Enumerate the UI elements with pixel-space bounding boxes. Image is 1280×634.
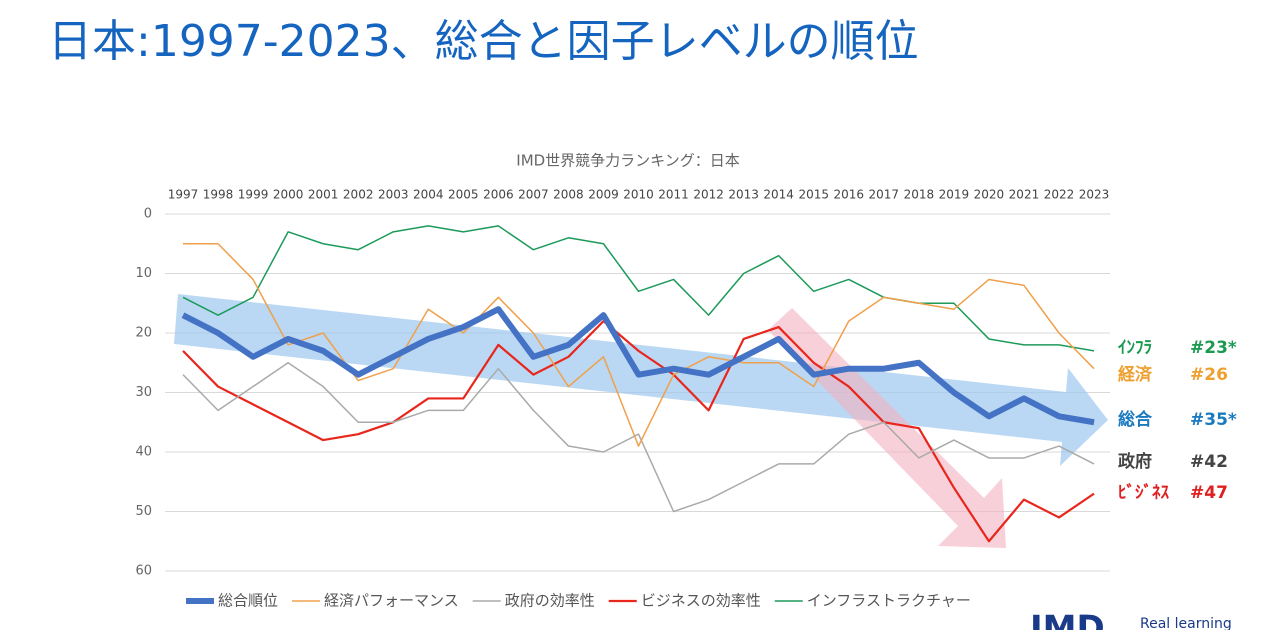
legend-label: ビジネスの効率性 <box>641 592 761 610</box>
x-tick-label: 2011 <box>658 188 689 202</box>
legend-label: 経済パフォーマンス <box>324 592 459 610</box>
series-line <box>182 362 1095 513</box>
series-line <box>183 243 1095 447</box>
annotation-label: 経済 <box>1118 364 1153 385</box>
slide-title: 日本:1997-2023、総合と因子レベルの順位 <box>48 16 919 67</box>
plot <box>181 225 1095 543</box>
y-tick-label: 60 <box>135 564 152 579</box>
x-tick-label: 2009 <box>588 188 619 202</box>
annotation-label: ｲﾝﾌﾗ <box>1118 338 1152 358</box>
annotation-label: ﾋﾞｼﾞﾈｽ <box>1118 482 1169 503</box>
x-tick-label: 2015 <box>798 188 829 202</box>
x-tick-label: 2022 <box>1044 188 1075 202</box>
x-tick-label: 2006 <box>483 188 514 202</box>
x-tick-label: 2018 <box>904 188 935 202</box>
x-tick-label: 2002 <box>343 188 374 202</box>
x-tick-label: 2023 <box>1079 188 1110 202</box>
x-tick-label: 1998 <box>203 188 234 202</box>
y-tick-label: 50 <box>135 504 152 519</box>
series-line <box>182 320 1095 543</box>
logo: IMD <box>1030 609 1105 631</box>
decline-arrow <box>768 308 1006 548</box>
x-tick-label: 1999 <box>238 188 269 202</box>
y-tick-label: 20 <box>135 326 152 341</box>
annotations: ｲﾝﾌﾗ #23* 経済 #26 総合 #35* 政府 #42 ﾋﾞｼﾞﾈｽ #47 <box>1118 338 1237 503</box>
x-tick-label: 2012 <box>693 188 724 202</box>
x-tick-label: 2021 <box>1009 188 1040 202</box>
annotation-rank: #47 <box>1190 483 1228 503</box>
x-tick-label: 2017 <box>869 188 900 202</box>
x-tick-label: 1997 <box>168 188 199 202</box>
tagline: Real learning <box>1140 616 1232 630</box>
annotation-rank: #42 <box>1190 452 1228 472</box>
annotation-label: 総合 <box>1118 409 1153 430</box>
annotation-rank: #23* <box>1190 338 1237 358</box>
y-tick-label: 10 <box>135 266 152 281</box>
series-line <box>181 306 1095 426</box>
y-tick-label: 30 <box>135 385 152 400</box>
legend-label: 総合順位 <box>218 592 278 610</box>
x-tick-label: 2001 <box>308 188 339 202</box>
trend-arrow <box>174 294 1108 466</box>
series-line <box>182 225 1095 352</box>
x-tick-label: 2014 <box>763 188 794 202</box>
x-tick-label: 2020 <box>974 188 1005 202</box>
y-tick-label: 40 <box>135 445 152 460</box>
legend-label: インフラストラクチャー <box>807 592 971 610</box>
x-tick-label: 2013 <box>728 188 759 202</box>
x-tick-label: 2005 <box>448 188 479 202</box>
y-tick-label: 0 <box>144 207 152 222</box>
annotation-rank: #35* <box>1190 410 1237 430</box>
x-tick-label: 2003 <box>378 188 409 202</box>
x-tick-label: 2008 <box>553 188 584 202</box>
chart-title: IMD世界競争力ランキング：日本 <box>516 152 739 170</box>
x-tick-label: 2007 <box>518 188 549 202</box>
annotation-rank: #26 <box>1190 365 1228 385</box>
x-tick-label: 2019 <box>939 188 970 202</box>
x-tick-label: 2000 <box>273 188 304 202</box>
legend: 総合順位 経済パフォーマンス 政府の効率性 ビジネスの効率性 インフラストラクチャー <box>186 592 971 610</box>
legend-label: 政府の効率性 <box>505 592 595 610</box>
annotation-label: 政府 <box>1118 451 1152 472</box>
x-tick-label: 2004 <box>413 188 444 202</box>
x-tick-label: 2010 <box>623 188 654 202</box>
x-tick-label: 2016 <box>833 188 864 202</box>
